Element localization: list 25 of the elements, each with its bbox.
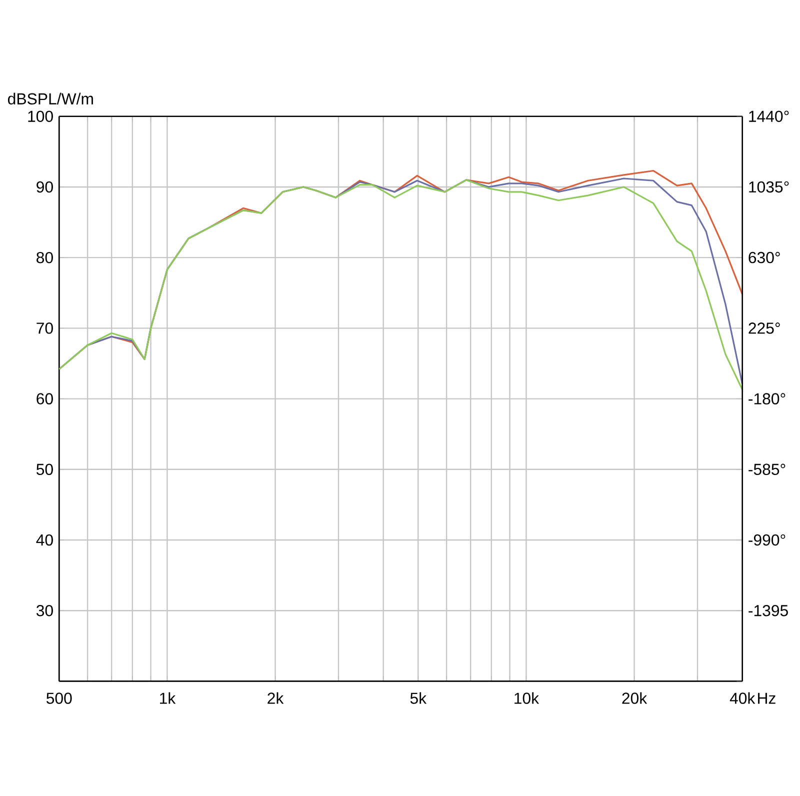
x-tick-label: 2k [268, 692, 284, 704]
y2-tick-label: 630° [748, 252, 780, 264]
y2-tick-label: 1440° [749, 110, 789, 122]
x-tick-label: 20k [622, 692, 648, 704]
y-tick-label: 70 [36, 322, 53, 334]
y2-tick-label: -585° [748, 464, 786, 476]
y2-tick-label: -1395 [748, 605, 788, 616]
y2-tick-label: 1035° [749, 182, 789, 193]
x-tick-label: 10k [514, 692, 540, 704]
y-tick-label: 100 [28, 110, 53, 122]
y-tick-label: 40 [36, 534, 53, 546]
y-axis-title: dBSPL/W/m [8, 93, 93, 105]
x-tick-label: 500 [46, 692, 72, 704]
y-tick-label: 80 [36, 252, 53, 264]
y2-tick-label: -180° [748, 393, 786, 405]
y-tick-label: 50 [36, 464, 53, 476]
y-tick-label: 60 [36, 393, 53, 405]
y-tick-label: 90 [36, 182, 53, 193]
y2-tick-label: 225° [748, 322, 780, 334]
y2-tick-label: -990° [748, 534, 786, 546]
x-tick-label: 40k [730, 692, 756, 704]
x-tick-label: 1k [160, 692, 176, 704]
x-axis-title: Hz [758, 693, 776, 704]
x-tick-label: 5k [410, 692, 427, 704]
y-tick-label: 30 [36, 605, 53, 616]
